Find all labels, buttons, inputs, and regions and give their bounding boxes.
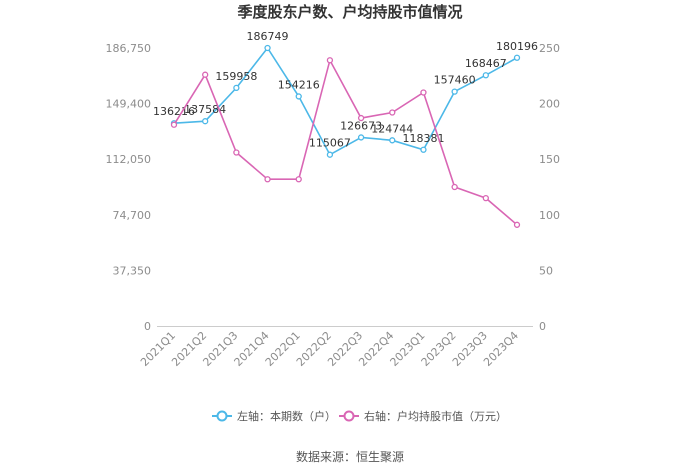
data-point	[389, 109, 396, 116]
right-tick-label: 150	[539, 153, 560, 166]
axes: 0 37,350 74,700 112,050 149,400 186,750 0 50 100…	[106, 42, 561, 369]
data-label: 154216	[278, 78, 320, 91]
data-point	[295, 176, 302, 183]
data-point	[295, 93, 302, 100]
x-tick-label: 2023Q4	[481, 329, 521, 369]
series-line	[173, 58, 518, 226]
right-tick-label: 0	[539, 320, 546, 333]
data-point	[513, 221, 521, 228]
data-label: 124744	[371, 122, 413, 135]
data-label: 126673	[340, 119, 382, 132]
data-point	[482, 194, 489, 202]
data-point	[451, 88, 458, 95]
left-tick-label: 186,750	[106, 42, 152, 55]
left-tick-label: 0	[144, 320, 151, 333]
data-point	[357, 134, 365, 141]
series-line	[173, 46, 518, 156]
left-tick-label: 74,700	[113, 209, 152, 222]
data-point	[357, 114, 365, 122]
source-text: 数据来源：恒生聚源	[296, 449, 404, 464]
left-tick-label: 37,350	[113, 264, 152, 277]
data-point	[170, 121, 178, 128]
data-point	[513, 54, 521, 61]
data-point	[202, 118, 209, 125]
legend-item-left[interactable]: 左轴：本期数（户）	[212, 409, 336, 423]
series-left: 1362161375841599581867491542161150671266…	[153, 30, 538, 158]
right-tick-label: 250	[539, 42, 560, 55]
data-point	[389, 137, 396, 144]
left-tick-label: 112,050	[106, 153, 152, 166]
data-point	[326, 151, 334, 158]
data-label: 168467	[465, 57, 507, 70]
right-tick-label: 100	[539, 209, 560, 222]
data-label: 115067	[309, 137, 351, 150]
chart-title: 季度股东户数、户均持股市值情况	[237, 3, 462, 21]
data-label: 137584	[184, 103, 226, 116]
data-label: 157460	[434, 74, 476, 87]
data-point	[264, 176, 271, 183]
data-point	[451, 183, 458, 191]
data-label: 186749	[247, 30, 289, 43]
data-label: 118381	[402, 132, 444, 145]
legend-label: 右轴：户均持股市值（万元）	[364, 409, 507, 423]
legend-label: 左轴：本期数（户）	[237, 409, 336, 423]
legend: 左轴：本期数（户） 右轴：户均持股市值（万元）	[212, 409, 507, 423]
left-tick-label: 149,400	[106, 98, 152, 111]
legend-swatch-marker	[216, 410, 228, 422]
data-label: 180196	[496, 40, 538, 53]
data-point	[326, 57, 334, 64]
data-point	[420, 89, 427, 96]
data-point	[482, 72, 489, 79]
data-point	[233, 149, 240, 156]
legend-swatch-marker	[343, 410, 355, 422]
data-point	[202, 71, 209, 78]
series-layer: 1362161375841599581867491542161150671266…	[153, 30, 538, 228]
legend-item-right[interactable]: 右轴：户均持股市值（万元）	[339, 409, 507, 423]
right-tick-label: 50	[539, 264, 553, 277]
data-point	[420, 146, 427, 153]
data-point	[264, 44, 271, 52]
right-tick-label: 200	[539, 98, 560, 111]
data-point	[233, 84, 240, 92]
series-right	[170, 57, 521, 228]
data-label: 159958	[215, 70, 257, 83]
